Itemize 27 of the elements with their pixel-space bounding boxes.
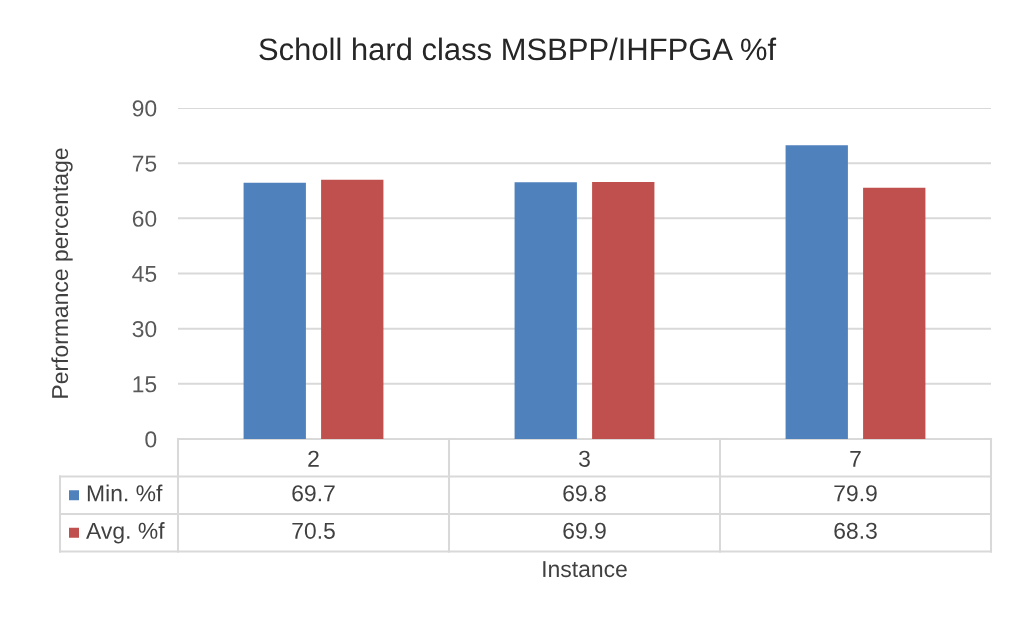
- bar: [321, 179, 384, 439]
- y-tick-label: 75: [132, 155, 157, 172]
- x-axis-title: Instance: [543, 561, 627, 578]
- bar: [863, 187, 926, 439]
- data-label: 69.9: [563, 522, 606, 539]
- x-tick-label: 2: [308, 450, 319, 467]
- y-tick-label: 45: [132, 266, 157, 283]
- chart-title: Scholl hard class MSBPP/IHFPGA %f: [259, 37, 777, 61]
- legend-label: Avg. %f: [86, 522, 165, 544]
- y-tick-label: 0: [145, 431, 157, 448]
- x-tick-label: 3: [579, 450, 590, 467]
- y-tick-label: 60: [132, 210, 157, 227]
- x-tick-label: 7: [850, 450, 861, 467]
- data-label: 70.5: [292, 522, 335, 539]
- data-label: 69.8: [563, 485, 606, 502]
- y-tick-label: 90: [132, 100, 157, 117]
- data-label: 68.3: [834, 522, 877, 539]
- y-tick-label: 15: [133, 376, 157, 393]
- y-tick-label: 30: [132, 320, 157, 338]
- bar: [785, 145, 848, 439]
- legend-label: Min. %f: [87, 484, 163, 502]
- bar: [243, 182, 306, 439]
- data-label: 69.7: [292, 485, 335, 502]
- bar: [592, 181, 655, 439]
- y-axis-title: Performance percentage: [51, 148, 73, 398]
- data-label: 79.9: [834, 485, 877, 502]
- bar: [514, 182, 577, 439]
